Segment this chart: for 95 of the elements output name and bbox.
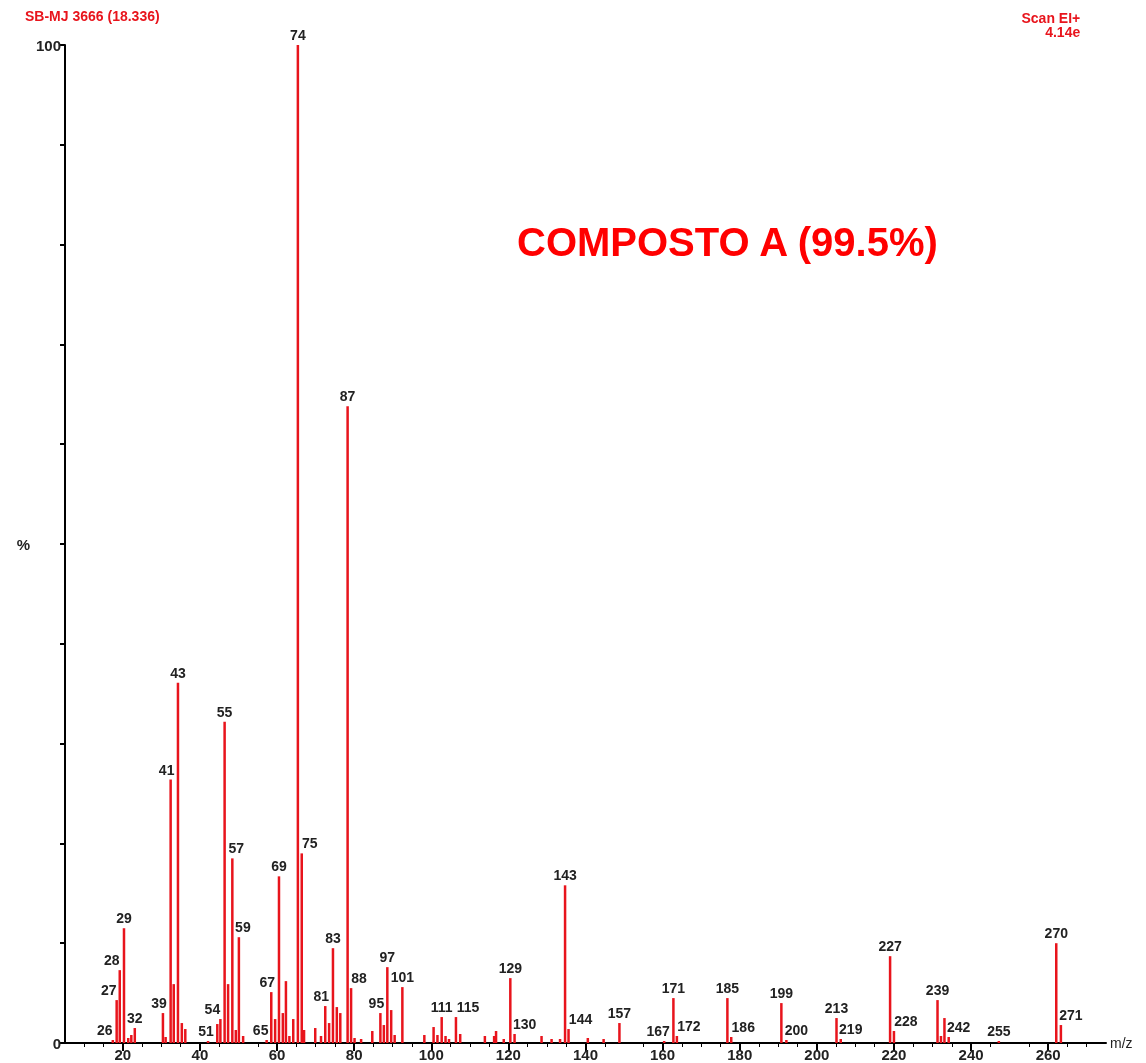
bar — [379, 1013, 382, 1043]
chart-title: SB-MJ 3666 (18.336) — [25, 8, 160, 24]
bar — [265, 1040, 268, 1043]
annotation: 157 — [607, 1005, 632, 1022]
bar — [509, 978, 512, 1043]
x-tick-label: 260 — [1035, 1046, 1061, 1063]
annotation: 59 — [235, 919, 251, 936]
x-tick-label: 80 — [345, 1046, 363, 1063]
annotation: 213 — [824, 1000, 849, 1017]
annotation: 41 — [158, 761, 175, 778]
x-tick-label: 120 — [495, 1046, 521, 1063]
bar — [550, 1039, 553, 1043]
x-tick-label: 20 — [114, 1046, 132, 1063]
bar — [324, 1006, 327, 1043]
bar — [371, 1031, 374, 1043]
x-tick-label: 240 — [958, 1046, 984, 1063]
x-axis-title: m/z — [1110, 1035, 1133, 1051]
annotation: 55 — [216, 703, 233, 720]
annotation: 81 — [313, 988, 330, 1005]
annotation: 239 — [925, 982, 950, 999]
annotation: 200 — [784, 1022, 809, 1039]
y-tick-label: 0 — [52, 1034, 61, 1052]
annotation: 185 — [715, 980, 740, 997]
bar — [432, 1027, 435, 1043]
annotation: COMPOSTO A (99.5%) — [517, 220, 938, 264]
annotation: 271 — [1059, 1007, 1083, 1024]
annotation: 242 — [947, 1019, 971, 1036]
annotation: 228 — [894, 1013, 918, 1030]
annotation: 111 — [430, 999, 453, 1016]
bar — [169, 779, 172, 1043]
chart-subtitle: Scan EI+ 4.14e — [1021, 10, 1081, 40]
x-tick-label: 100 — [418, 1046, 444, 1063]
bar — [618, 1023, 621, 1043]
annotation: 32 — [127, 1010, 143, 1027]
annotation: 88 — [351, 970, 368, 987]
annotation: 227 — [878, 938, 902, 955]
annotation: 101 — [390, 969, 415, 986]
annotation: 219 — [839, 1021, 863, 1038]
annotation: 65 — [252, 1022, 269, 1039]
bar — [726, 998, 729, 1043]
bar — [602, 1039, 605, 1043]
bar — [346, 406, 349, 1043]
annotation: 129 — [498, 960, 523, 977]
annotation: 39 — [151, 995, 167, 1012]
annotation: 27 — [100, 982, 117, 999]
annotation: 97 — [379, 949, 396, 966]
annotation: 143 — [553, 867, 577, 884]
bar — [423, 1035, 426, 1043]
x-tick-label: 180 — [727, 1046, 753, 1063]
x-tick-label: 40 — [191, 1046, 209, 1063]
y-axis-title: % — [16, 535, 31, 553]
bar — [835, 1018, 838, 1043]
annotation: 75 — [301, 835, 318, 852]
bar — [785, 1040, 788, 1043]
annotation: 87 — [339, 388, 356, 405]
annotation: 83 — [325, 930, 341, 947]
annotation: 95 — [368, 995, 385, 1012]
bar — [936, 1000, 939, 1043]
bar — [672, 998, 675, 1043]
annotation: 115 — [456, 999, 480, 1016]
annotation: 144 — [568, 1011, 593, 1028]
bar — [231, 858, 234, 1043]
bar — [270, 992, 273, 1043]
annotation: 255 — [987, 1023, 1011, 1039]
annotation: 74 — [290, 27, 306, 43]
x-tick-label: 200 — [804, 1046, 830, 1063]
annotation: 199 — [769, 985, 794, 1002]
annotation: 51 — [198, 1023, 215, 1039]
annotation: 171 — [661, 980, 686, 997]
annotation: 69 — [271, 858, 287, 875]
annotation: 54 — [204, 1001, 221, 1018]
annotation: 67 — [259, 974, 276, 991]
annotation: 270 — [1044, 925, 1069, 942]
x-tick-label: 160 — [650, 1046, 676, 1063]
x-tick-label: 140 — [572, 1046, 599, 1063]
annotation: 26 — [97, 1022, 113, 1039]
bar — [223, 721, 226, 1043]
bar — [401, 987, 404, 1043]
bar — [386, 967, 389, 1043]
annotation: 186 — [731, 1019, 756, 1036]
bar — [118, 970, 121, 1043]
annotation: 130 — [512, 1016, 537, 1033]
bar — [780, 1003, 783, 1043]
x-tick-label: 220 — [881, 1046, 907, 1063]
x-tick-label: 60 — [268, 1046, 286, 1063]
bar — [440, 1017, 443, 1043]
annotation: 29 — [116, 910, 132, 927]
bar — [1055, 943, 1058, 1043]
annotation: 167 — [646, 1023, 671, 1039]
annotation: 28 — [103, 952, 120, 969]
annotation: 43 — [170, 664, 186, 681]
bar — [540, 1036, 543, 1043]
annotation: 172 — [677, 1018, 701, 1035]
annotation: 57 — [228, 840, 245, 857]
bar — [943, 1018, 946, 1043]
